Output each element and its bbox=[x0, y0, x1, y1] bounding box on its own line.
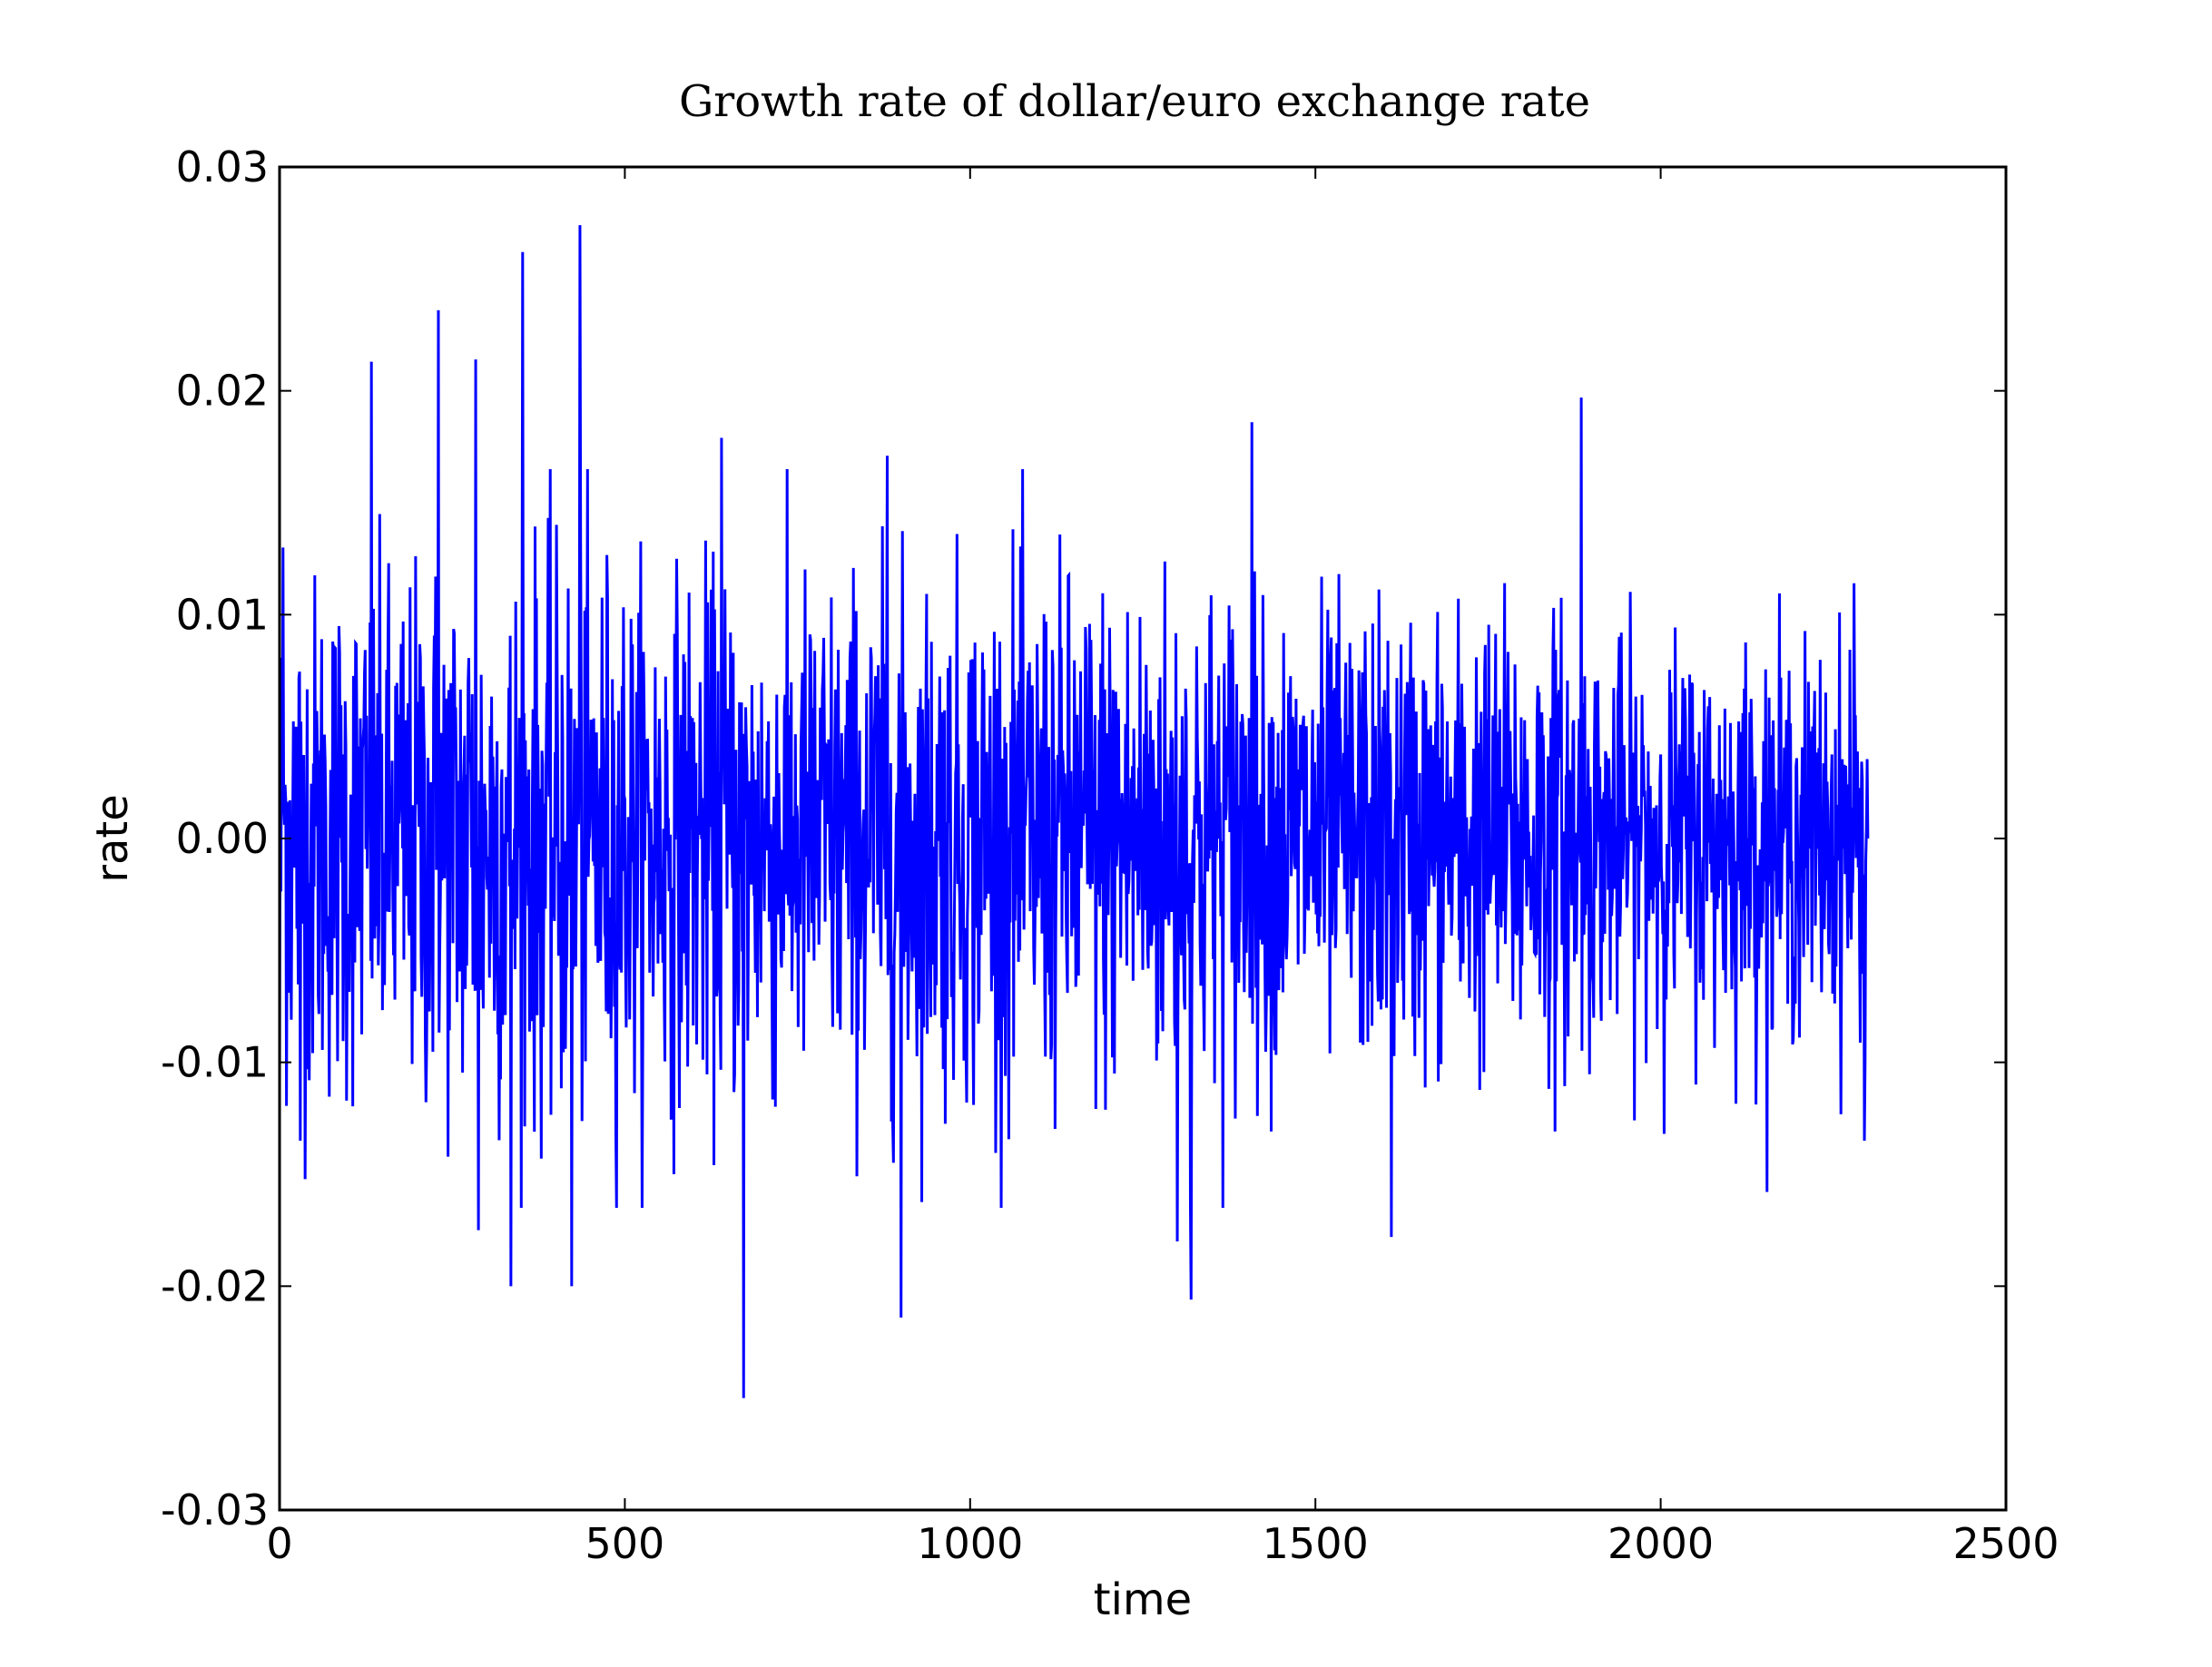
x-tick-label: 2000 bbox=[1607, 1519, 1714, 1568]
plot-area: 0 500 1000 1500 2000 2500 0.03 0.02 0.01 0.00 -0.0… bbox=[161, 142, 2060, 1568]
y-tick-label: -0.01 bbox=[161, 1038, 269, 1087]
x-tick-label: 500 bbox=[585, 1519, 664, 1568]
y-tick-label: 0.01 bbox=[176, 590, 269, 639]
tick-layer: 0 500 1000 1500 2000 2500 0.03 0.02 0.01 0.00 -0.0… bbox=[161, 142, 2060, 1568]
chart-title: Growth rate of dollar/euro exchange rate bbox=[679, 76, 1590, 127]
x-tick-label: 0 bbox=[266, 1519, 292, 1568]
y-tick-label: 0.02 bbox=[176, 367, 269, 416]
series-layer bbox=[280, 225, 1870, 1398]
x-tick-label: 2500 bbox=[1952, 1519, 2059, 1568]
y-tick-label: -0.03 bbox=[161, 1486, 269, 1535]
x-tick-label: 1000 bbox=[917, 1519, 1023, 1568]
y-tick-label: -0.02 bbox=[161, 1261, 269, 1310]
y-axis-label: rate bbox=[87, 794, 138, 883]
y-tick-label: 0.00 bbox=[176, 814, 269, 863]
x-tick-label: 1500 bbox=[1263, 1519, 1369, 1568]
series-line bbox=[280, 225, 1870, 1398]
x-axis-label: time bbox=[1094, 1574, 1192, 1625]
y-tick-label: 0.03 bbox=[176, 142, 269, 191]
